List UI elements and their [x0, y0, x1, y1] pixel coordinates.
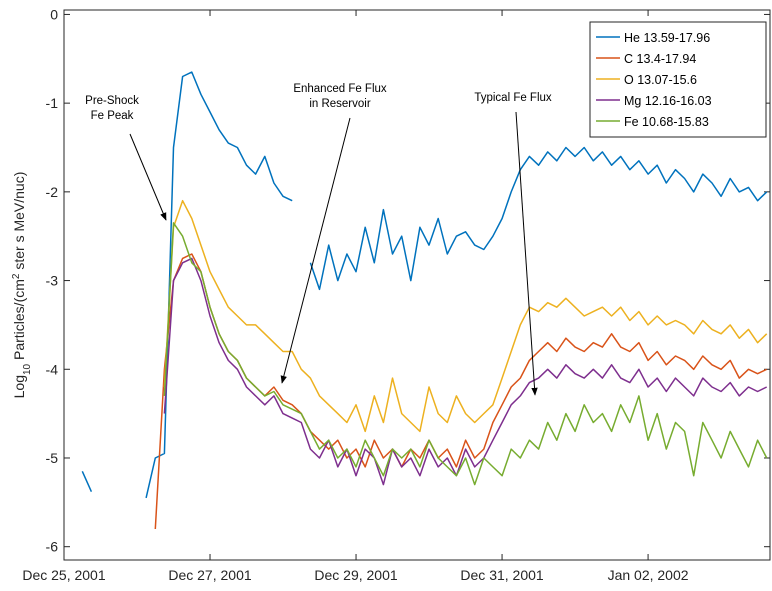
annotation: in Reservoir — [309, 98, 371, 110]
y-tick-label: -1 — [46, 95, 59, 111]
legend-label: Mg 12.16-16.03 — [624, 94, 712, 108]
annotation: Typical Fe Flux — [474, 92, 552, 104]
y-axis-label-part: 2 — [11, 273, 22, 279]
y-axis-label-part: Log — [11, 375, 27, 398]
y-tick-label: -3 — [46, 273, 59, 289]
x-tick-label: Dec 27, 2001 — [168, 567, 251, 583]
series-line — [81, 71, 768, 499]
legend-label: C 13.4-17.94 — [624, 52, 696, 66]
annotation: Enhanced Fe Flux — [293, 83, 387, 95]
series-line — [163, 199, 768, 433]
y-tick-label: 0 — [50, 6, 58, 22]
y-tick-label: -6 — [46, 539, 59, 555]
y-axis-label-part: 10 — [22, 363, 33, 375]
legend-label: Fe 10.68-15.83 — [624, 115, 709, 129]
legend-label: O 13.07-15.6 — [624, 73, 697, 87]
y-axis-label-part: Particles/(cm — [11, 279, 27, 364]
x-tick-label: Dec 25, 2001 — [22, 567, 105, 583]
legend-label: He 13.59-17.96 — [624, 31, 710, 45]
series-line — [163, 257, 768, 486]
y-tick-label: -5 — [46, 450, 59, 466]
annotation: Pre-Shock — [85, 95, 139, 107]
annotation-arrow — [280, 117, 351, 384]
y-axis-label-part: ster s MeV/nuc) — [11, 172, 27, 274]
x-tick-label: Jan 02, 2002 — [608, 567, 689, 583]
y-tick-label: -2 — [46, 184, 59, 200]
y-axis-label: Log10 Particles/(cm2 ster s MeV/nuc) — [11, 172, 33, 399]
y-tick-label: -4 — [46, 361, 59, 377]
annotation: Fe Peak — [91, 110, 134, 122]
x-tick-label: Dec 29, 2001 — [314, 567, 397, 583]
x-tick-label: Dec 31, 2001 — [460, 567, 543, 583]
series-line — [163, 222, 768, 486]
annotation-arrow — [515, 111, 538, 396]
annotation-arrow — [129, 133, 167, 221]
